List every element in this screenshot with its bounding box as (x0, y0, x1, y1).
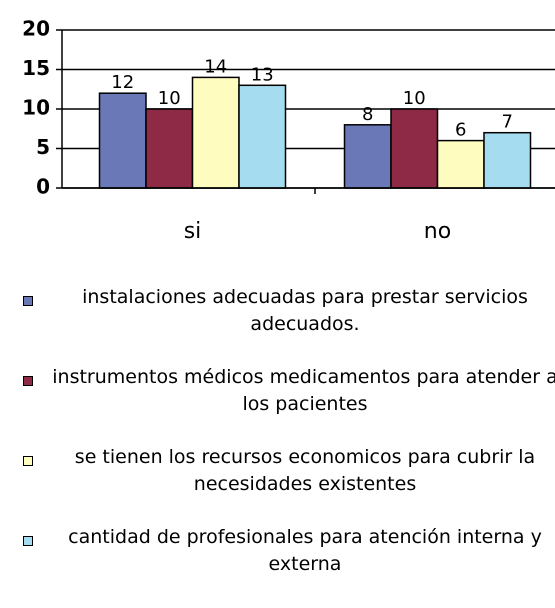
data-label: 7 (502, 112, 513, 133)
data-label: 13 (251, 64, 274, 85)
x-tick-label: no (424, 219, 451, 244)
legend-swatch (23, 376, 33, 386)
data-label: 10 (403, 88, 426, 109)
bar (238, 84, 287, 189)
y-tick-label: 10 (22, 96, 50, 120)
bar (436, 139, 485, 189)
y-tick-label: 15 (22, 56, 50, 80)
legend: instalaciones adecuadas para prestar ser… (0, 270, 555, 590)
legend-swatch (23, 536, 33, 546)
bar (390, 108, 439, 189)
data-label: 12 (111, 72, 134, 93)
data-label: 6 (455, 120, 466, 141)
data-label: 10 (158, 88, 181, 109)
legend-label: instrumentos médicos medicamentos para a… (52, 366, 555, 415)
x-tick-label: si (184, 219, 202, 244)
bar (98, 92, 147, 189)
legend-label: cantidad de profesionales para atención … (68, 526, 542, 575)
bar (343, 124, 392, 189)
legend-item: instrumentos médicos medicamentos para a… (0, 350, 555, 430)
bar (191, 76, 240, 189)
y-tick-label: 20 (22, 17, 50, 41)
chart: 0 5 10 15 20 si 12 10 14 13 no 8 10 6 7 (22, 17, 555, 244)
bar (145, 108, 194, 189)
legend-label: se tienen los recursos economicos para c… (74, 446, 536, 495)
legend-item: se tienen los recursos economicos para c… (0, 430, 555, 510)
data-label: 14 (204, 56, 227, 77)
y-tick-label: 0 (36, 175, 50, 199)
bar (483, 131, 532, 189)
legend-item: instalaciones adecuadas para prestar ser… (0, 270, 555, 350)
y-tick-label: 5 (36, 135, 50, 159)
legend-item: cantidad de profesionales para atención … (0, 510, 555, 590)
legend-swatch (23, 456, 33, 466)
legend-label: instalaciones adecuadas para prestar ser… (82, 286, 528, 335)
legend-swatch (23, 296, 33, 306)
data-label: 8 (362, 104, 373, 125)
